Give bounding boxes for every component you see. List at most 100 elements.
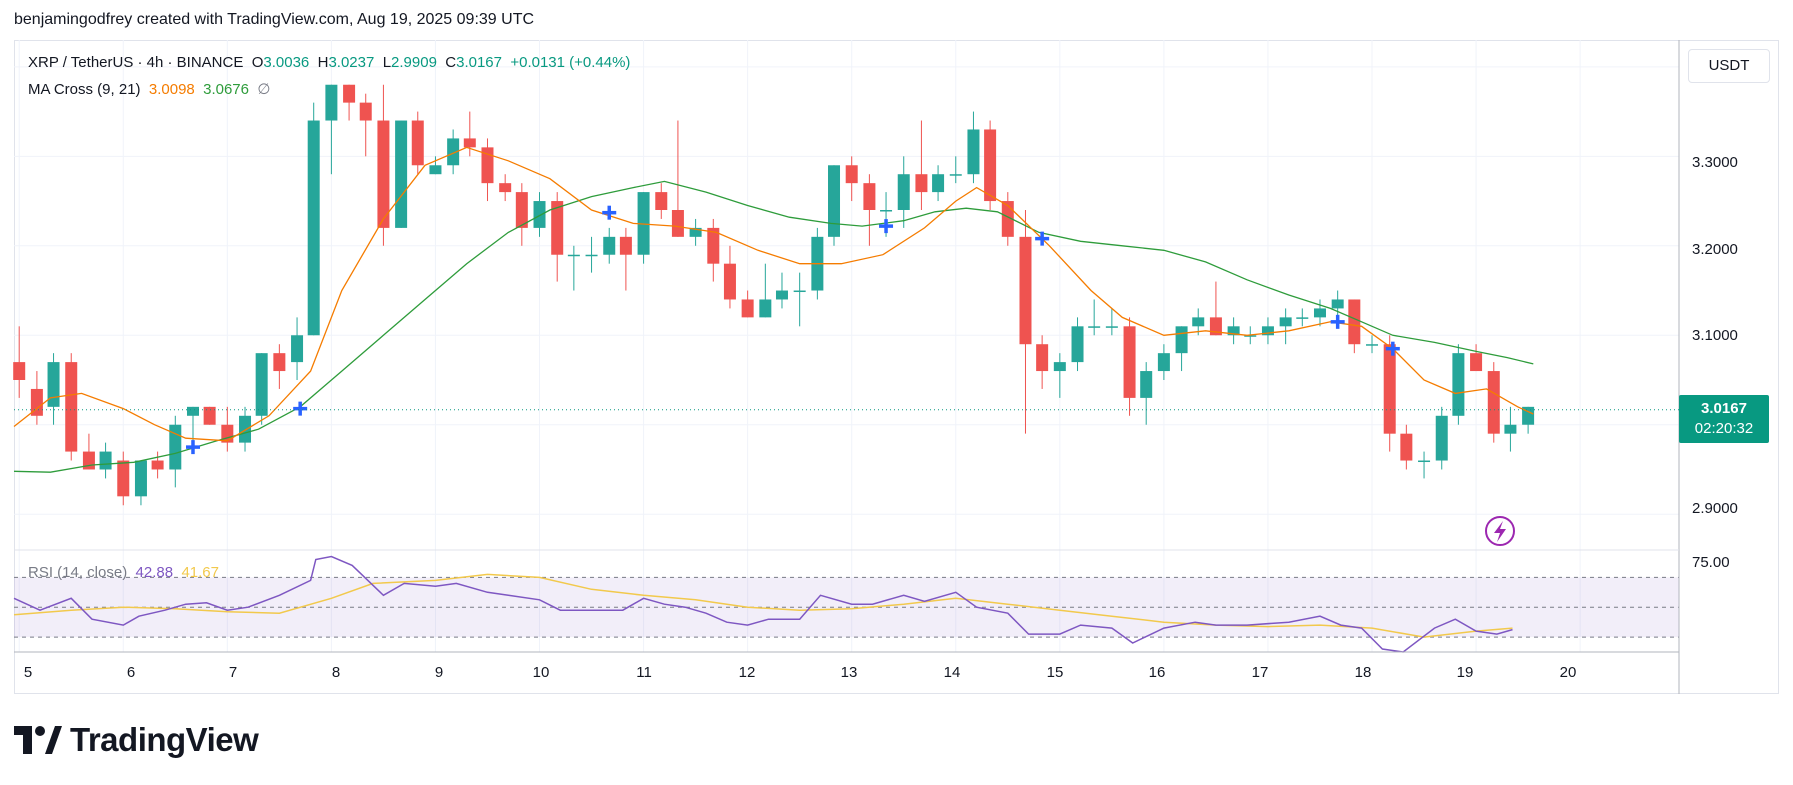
candle-body [567, 254, 580, 257]
time-tick: 18 [1354, 664, 1372, 681]
candle-body [723, 263, 736, 300]
candle-body [1487, 371, 1500, 434]
candle-body [1019, 236, 1032, 345]
candle-body [411, 120, 424, 166]
time-tick: 6 [126, 664, 136, 681]
candle [13, 326, 26, 398]
candle [1261, 317, 1274, 345]
symbol-name[interactable]: XRP / TetherUS · 4h · BINANCE [28, 54, 244, 71]
rsi-pane [13, 555, 1679, 653]
candle-body [255, 353, 268, 416]
candle-body [481, 147, 494, 184]
time-tick: 10 [532, 664, 550, 681]
time-tick: 11 [636, 664, 652, 681]
candle [603, 227, 616, 264]
candle-body [1209, 317, 1222, 336]
candle [793, 272, 806, 327]
candle-body [707, 227, 720, 264]
cross-marker [1035, 231, 1050, 246]
candle [655, 183, 668, 219]
candle [1348, 299, 1361, 354]
candle [151, 451, 164, 479]
candle-body [845, 165, 858, 184]
brand-wordmark: TradingView [70, 721, 259, 758]
candle [723, 245, 736, 309]
candle-body [897, 174, 910, 210]
candle-body [307, 120, 320, 336]
low-value: 2.9909 [391, 54, 437, 71]
candle-body [1227, 326, 1240, 336]
symbol-legend: XRP / TetherUS · 4h · BINANCE O3.0036 H3… [28, 54, 630, 71]
candle-body [1105, 326, 1118, 328]
candle-body [30, 388, 43, 416]
candle-body [689, 227, 702, 237]
chart-credit: benjamingodfrey created with TradingView… [14, 11, 535, 28]
candle [585, 236, 598, 273]
candle [343, 84, 356, 121]
candle-body [1261, 326, 1274, 336]
candle [845, 156, 858, 202]
indicator-legend: MA Cross (9, 21) 3.0098 3.0676 ∅ [28, 80, 270, 98]
candle [1435, 406, 1448, 470]
candle-body [984, 129, 997, 202]
candle [1209, 281, 1222, 336]
open-value: 3.0036 [263, 54, 310, 71]
candle-body [932, 174, 945, 193]
candle [255, 353, 268, 425]
time-tick: 20 [1559, 664, 1577, 681]
rsi-name[interactable]: RSI (14, close) [28, 564, 128, 581]
candle [1053, 353, 1066, 398]
candle-body [1157, 353, 1170, 372]
candle-body [1123, 326, 1136, 398]
bolt-icon[interactable] [1485, 516, 1515, 546]
candle-body [533, 201, 546, 228]
rsi-tick: 75.00 [1692, 554, 1730, 571]
candle [1418, 451, 1431, 479]
ma-fast-line [13, 146, 1534, 442]
candle-body [1418, 460, 1431, 463]
time-tick: 15 [1046, 664, 1064, 681]
candle-body [1400, 433, 1413, 461]
candle [65, 353, 78, 461]
candle-body [499, 183, 512, 193]
brand-logo[interactable]: TradingView [14, 721, 259, 759]
candle [1470, 344, 1483, 372]
candle [637, 192, 650, 264]
candle [1296, 308, 1309, 327]
candle [863, 174, 876, 246]
candle [186, 406, 199, 443]
candle-body [1296, 317, 1309, 319]
candle-body [47, 362, 60, 407]
candle [221, 406, 234, 452]
candle-body [1279, 317, 1292, 327]
candle [551, 192, 564, 282]
candle-body [239, 415, 252, 443]
candle [1279, 308, 1292, 345]
time-tick: 7 [228, 664, 238, 681]
candle-body [793, 290, 806, 293]
low-label: L [382, 54, 392, 71]
currency-button[interactable]: USDT [1688, 49, 1770, 83]
indicator-name[interactable]: MA Cross (9, 21) [28, 81, 141, 98]
cross-marker [879, 219, 894, 234]
candle-body [1522, 406, 1535, 425]
candle [99, 442, 112, 479]
candle [307, 102, 320, 336]
ma-slow-line [13, 180, 1534, 473]
candle-body [759, 299, 772, 318]
candle [515, 183, 528, 246]
candle-body [291, 335, 304, 363]
candle [671, 120, 684, 237]
rsi-line [13, 555, 1513, 653]
time-tick: 14 [943, 664, 961, 681]
ma-fast-value: 3.0098 [148, 81, 195, 98]
rsi-ma-value: 41.67 [181, 564, 219, 581]
candle-body [828, 165, 841, 237]
candle [828, 165, 841, 246]
candle-body [655, 192, 668, 210]
high-value: 3.0237 [328, 54, 375, 71]
candle [1088, 299, 1101, 336]
last-price-value: 3.0167 [1701, 400, 1747, 417]
candle [1001, 192, 1014, 246]
